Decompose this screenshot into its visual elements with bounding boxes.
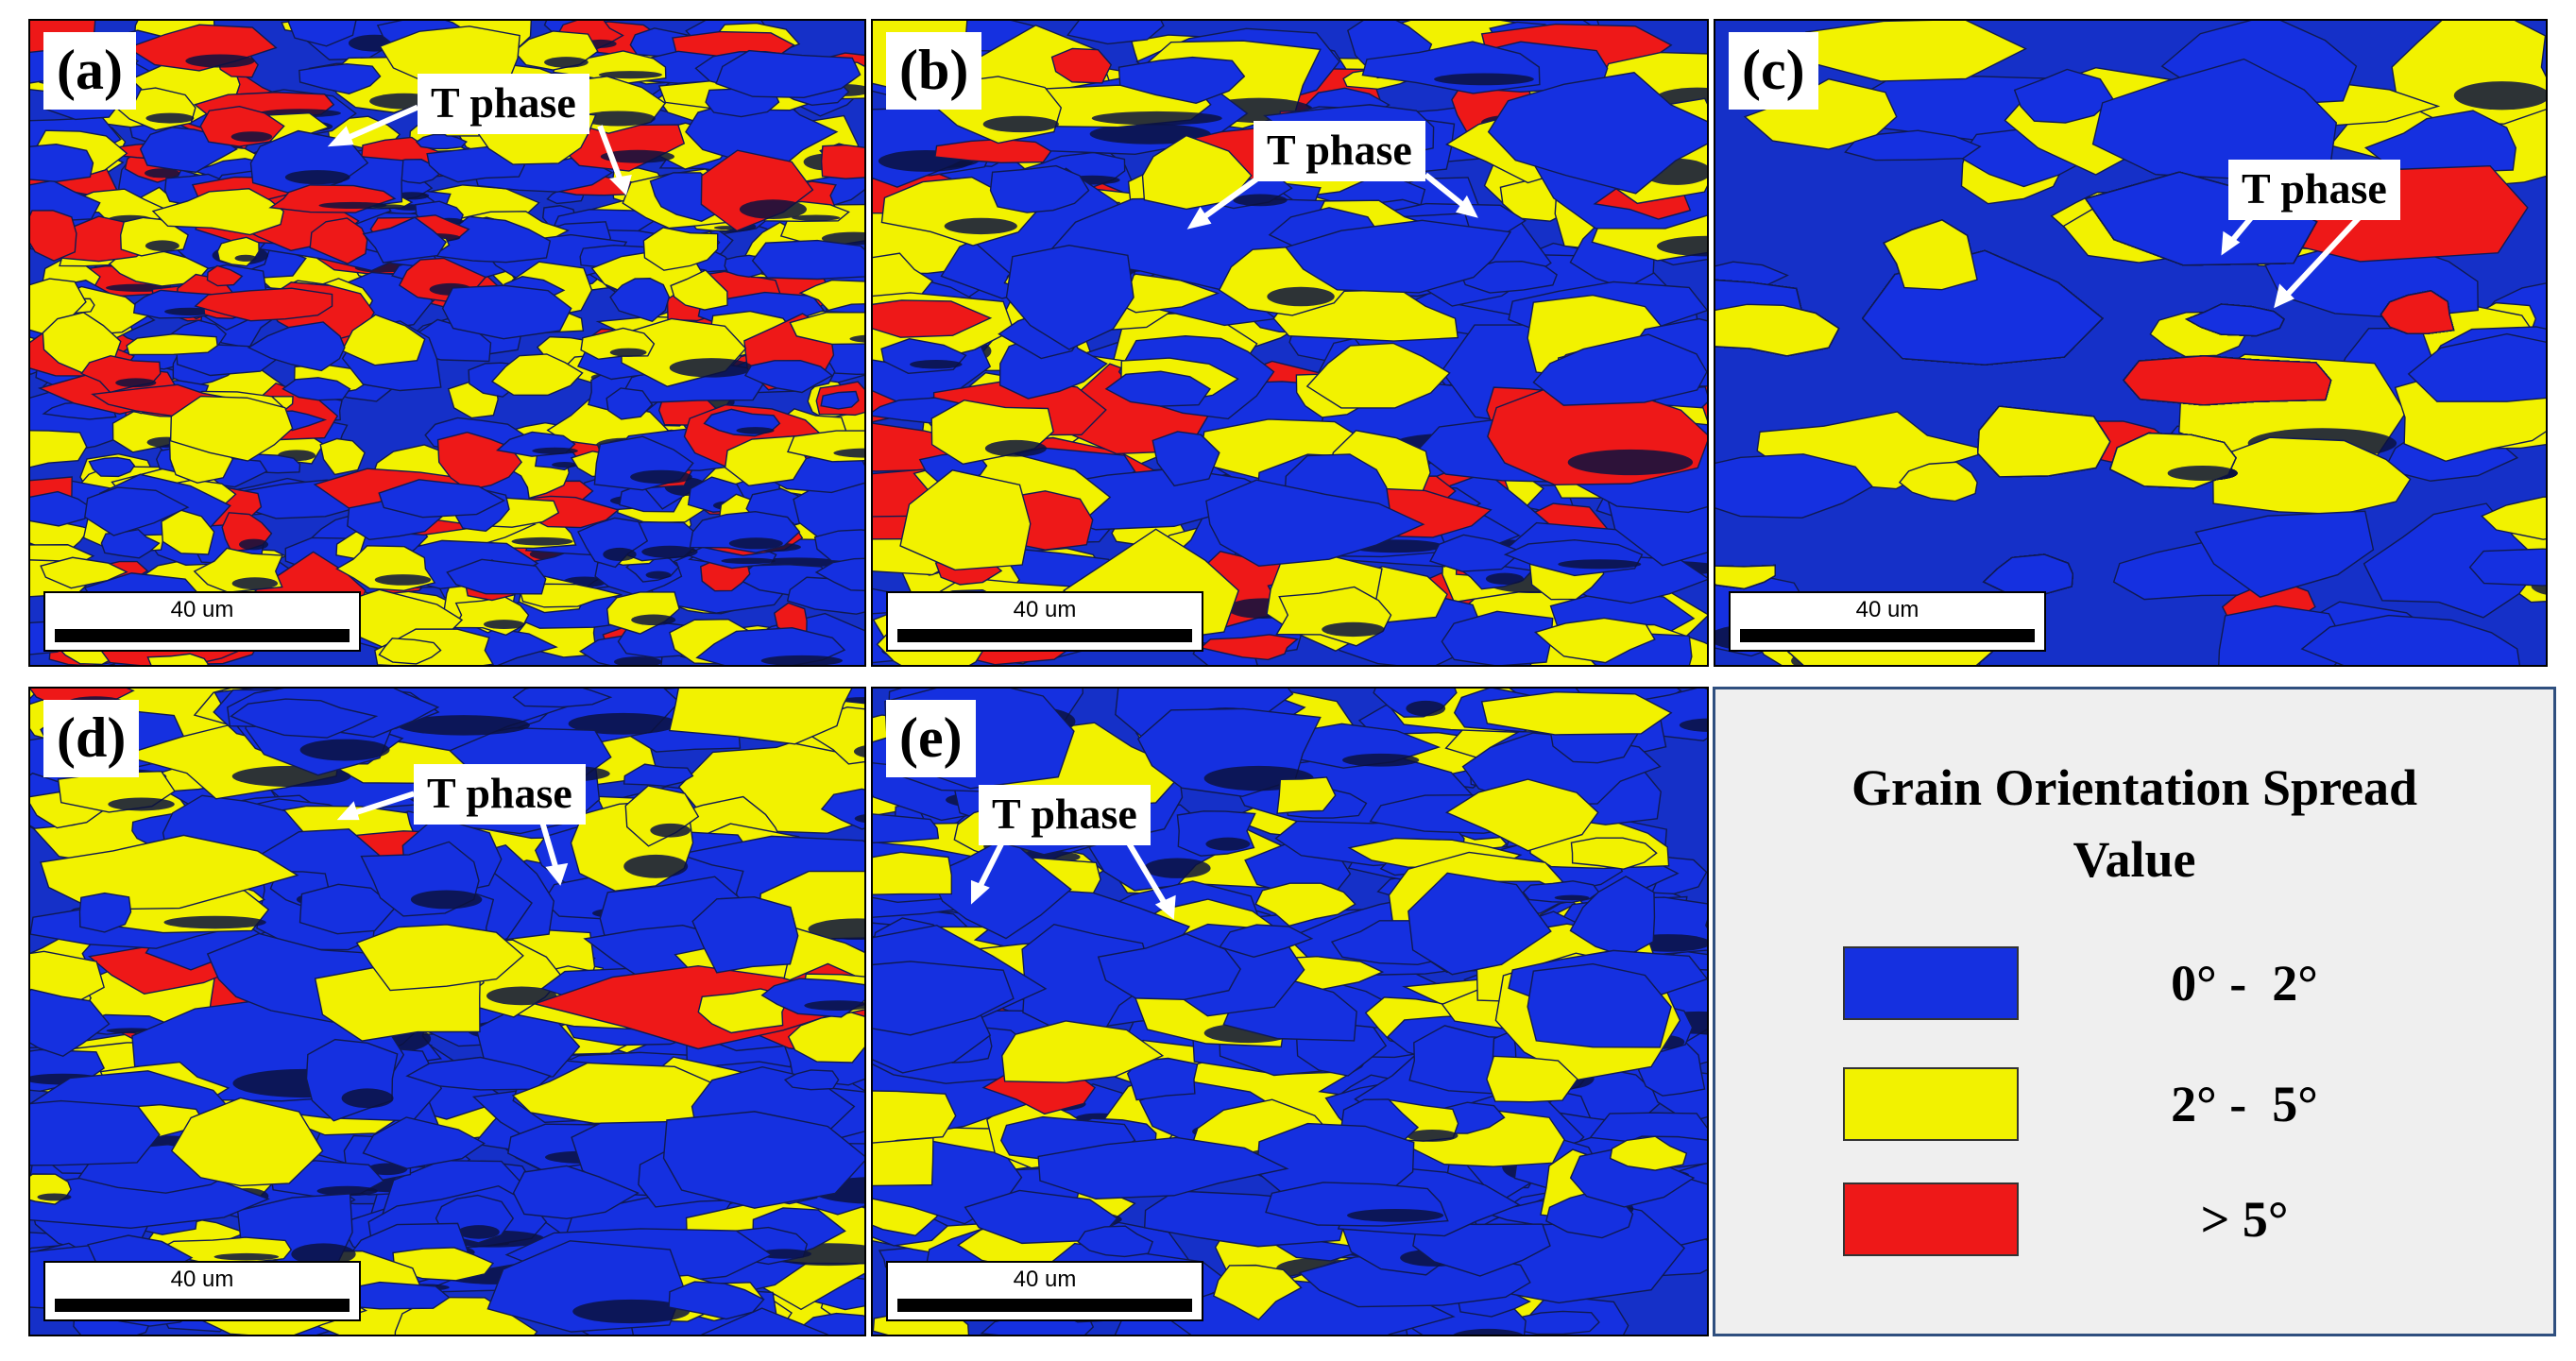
t-phase-label-e: T phase <box>979 785 1151 845</box>
micrograph-panel-d: (d) T phase 40 um <box>28 687 866 1336</box>
micrograph-panel-c: (c) T phase 40 um <box>1714 19 2548 667</box>
scale-bar-d: 40 um <box>43 1261 361 1321</box>
legend-label-2-5: 2° - 5° <box>2171 1076 2318 1132</box>
panel-label-a: (a) <box>43 32 136 110</box>
panel-label-b: (b) <box>886 32 982 110</box>
grain-map-c <box>1715 21 2546 665</box>
panel-label-e: (e) <box>886 700 976 777</box>
legend-swatch-red <box>1843 1182 2019 1256</box>
panel-label-c: (c) <box>1729 32 1818 110</box>
grain-map-b <box>873 21 1707 665</box>
scale-bar-b: 40 um <box>886 591 1203 652</box>
scale-bar-a: 40 um <box>43 591 361 652</box>
legend-label-gt-5: > 5° <box>2200 1191 2289 1248</box>
t-phase-label-c: T phase <box>2228 160 2400 220</box>
t-phase-label-a: T phase <box>418 74 589 134</box>
t-phase-label-d: T phase <box>414 764 586 825</box>
grain-map-a <box>30 21 864 665</box>
legend-label-0-2: 0° - 2° <box>2171 955 2318 1012</box>
micrograph-panel-a: (a) T phase 40 um <box>28 19 866 667</box>
scale-bar-c: 40 um <box>1729 591 2046 652</box>
legend-swatch-blue <box>1843 946 2019 1020</box>
scale-bar-e: 40 um <box>886 1261 1203 1321</box>
micrograph-panel-e: (e) T phase 40 um <box>871 687 1709 1336</box>
gos-legend: Grain Orientation Spread Value 0° - 2° 2… <box>1713 687 2556 1336</box>
panel-label-d: (d) <box>43 700 140 777</box>
t-phase-label-b: T phase <box>1254 121 1425 181</box>
micrograph-panel-b: (b) T phase 40 um <box>871 19 1709 667</box>
legend-swatch-yellow <box>1843 1067 2019 1141</box>
legend-title: Grain Orientation Spread Value <box>1851 759 2418 888</box>
